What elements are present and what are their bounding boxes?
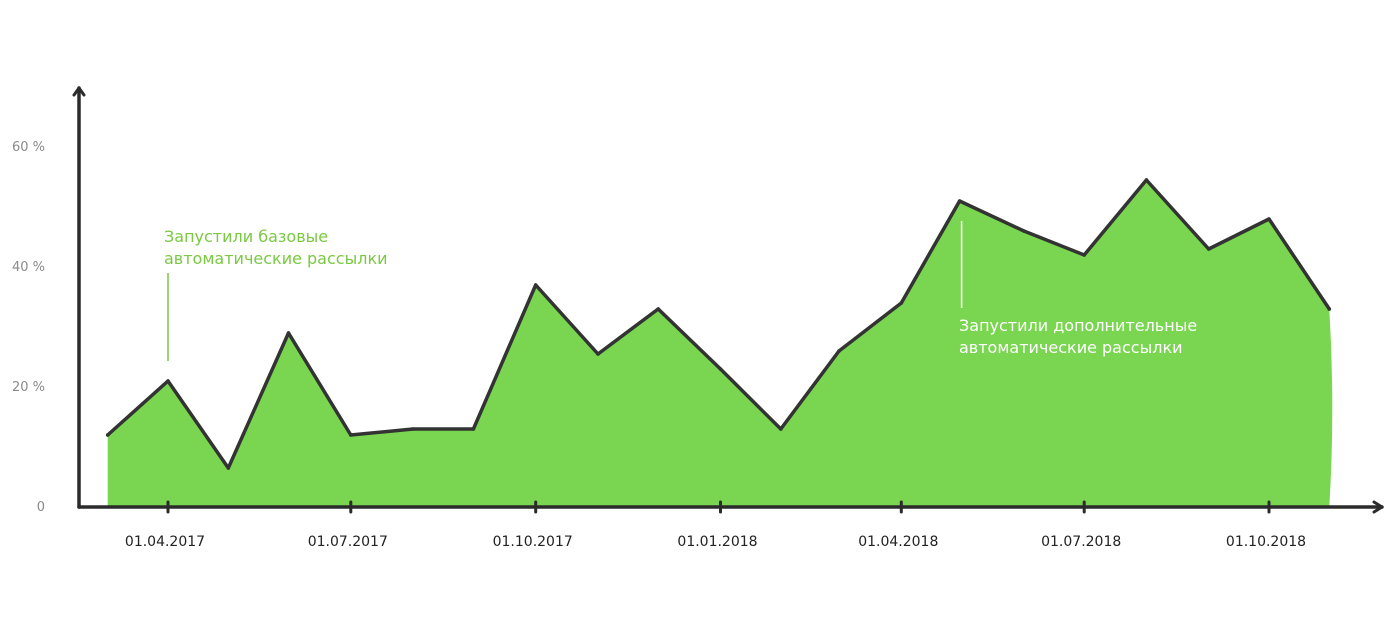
data-point <box>1144 178 1149 182</box>
x-axis-arrow <box>1372 500 1384 514</box>
x-tick-label: 01.10.2018 <box>1226 534 1306 550</box>
data-point <box>1022 229 1026 233</box>
y-ticks: 0 20 % 40 % 60 % <box>12 140 45 515</box>
data-point <box>899 301 904 305</box>
data-point <box>166 379 170 383</box>
data-point <box>226 466 231 470</box>
x-tick-label: 01.01.2018 <box>677 534 757 550</box>
data-point <box>349 433 353 437</box>
annotations: Запустили базовые автоматические рассылки… <box>164 221 1197 361</box>
y-tick-label: 20 % <box>12 380 45 395</box>
x-ticks: 01.04.2017 01.07.2017 01.10.2017 01.01.2018… <box>125 500 1306 550</box>
y-axis-arrow <box>72 86 86 97</box>
data-point <box>596 352 600 356</box>
data-point <box>656 307 660 311</box>
x-tick-label: 01.04.2017 <box>125 534 205 550</box>
data-point <box>1206 247 1211 251</box>
annotation-text: Запустили дополнительные <box>959 316 1197 335</box>
data-point <box>1082 253 1086 257</box>
x-tick-label: 01.10.2017 <box>493 534 573 550</box>
data-point <box>105 433 110 437</box>
y-tick-label: 40 % <box>12 260 45 275</box>
data-point <box>533 283 538 287</box>
y-tick-label: 60 % <box>12 140 45 155</box>
data-point <box>779 427 783 431</box>
area-layer <box>107 180 1333 507</box>
data-point <box>286 331 291 335</box>
annotation-text: Запустили базовые <box>164 227 328 246</box>
data-point <box>411 427 415 431</box>
y-tick-label: 0 <box>37 500 45 515</box>
x-tick-label: 01.07.2018 <box>1041 534 1121 550</box>
data-point <box>718 367 723 371</box>
data-point <box>837 349 841 353</box>
x-tick-label: 01.07.2017 <box>308 534 388 550</box>
axes-layer <box>72 86 1384 514</box>
line-layer <box>105 178 1332 470</box>
area-fill <box>107 180 1333 507</box>
annotation-text: автоматические рассылки <box>959 338 1183 357</box>
data-point <box>471 427 476 431</box>
x-tick-label: 01.04.2018 <box>858 534 938 550</box>
data-point <box>957 199 962 203</box>
annotation-text: автоматические рассылки <box>164 249 388 268</box>
data-point <box>1267 217 1271 221</box>
data-point <box>1327 307 1332 311</box>
